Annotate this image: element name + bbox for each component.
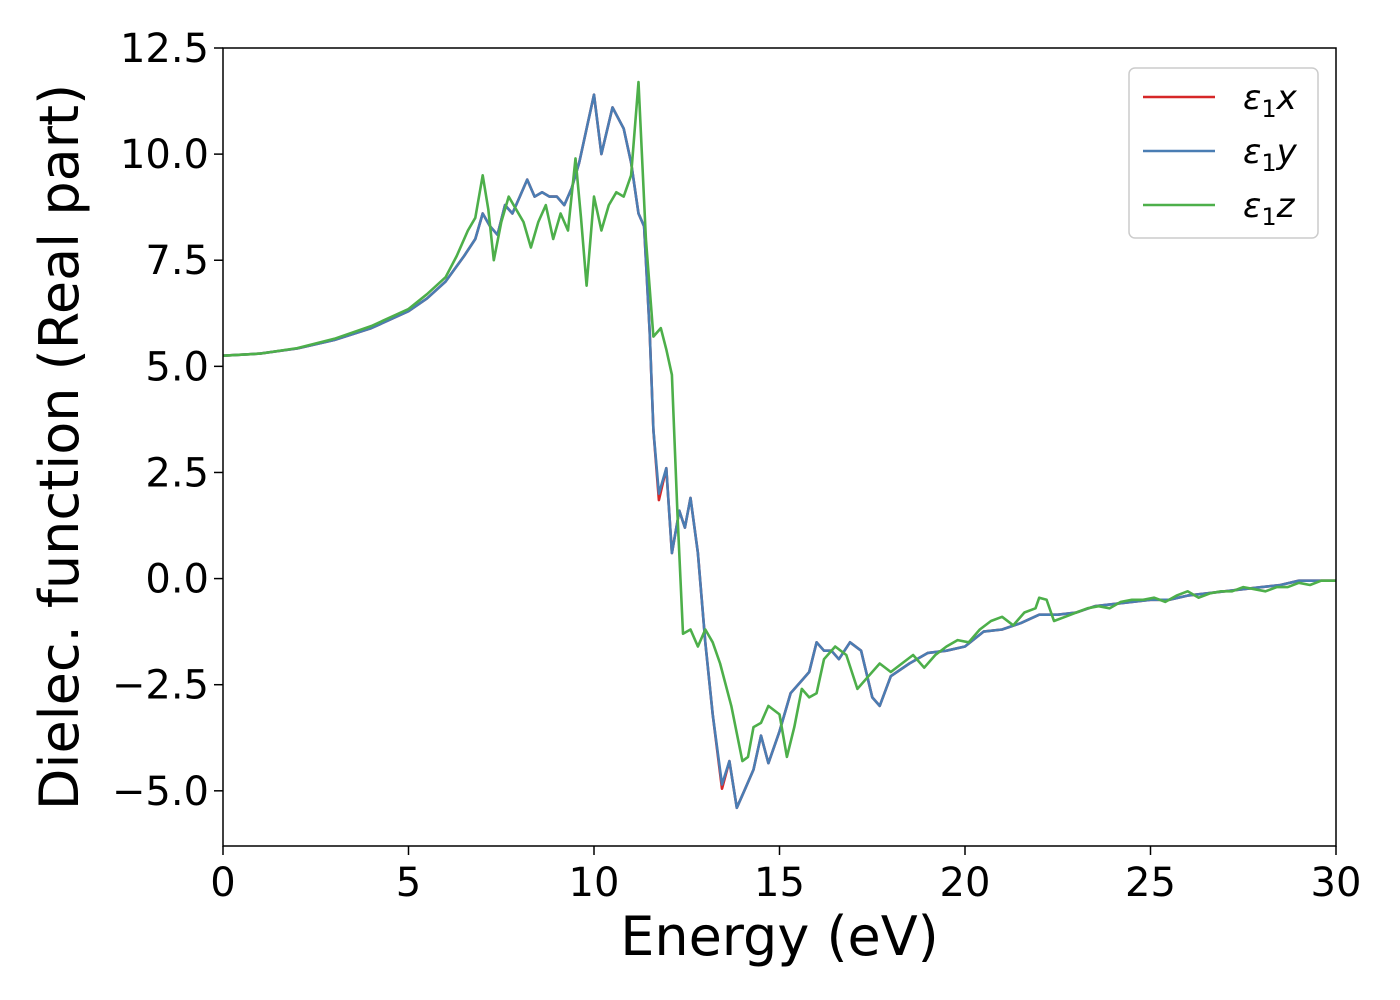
- x-tick-label: 25: [1125, 860, 1176, 906]
- y-tick-label: 2.5: [145, 450, 209, 496]
- y-tick-label: 12.5: [120, 26, 209, 72]
- x-tick-label: 30: [1311, 860, 1362, 906]
- y-tick-label: 0.0: [145, 557, 209, 603]
- y-tick-label: −5.0: [112, 769, 209, 815]
- legend-label-z: ε1z: [1243, 186, 1296, 231]
- y-tick-label: −2.5: [112, 663, 209, 709]
- y-tick-label: 5.0: [145, 344, 209, 390]
- x-tick-label: 20: [940, 860, 991, 906]
- x-tick-label: 10: [569, 860, 620, 906]
- y-axis-title: Dielec. function (Real part): [28, 84, 91, 810]
- x-tick-label: 5: [396, 860, 421, 906]
- x-tick-label: 15: [754, 860, 805, 906]
- x-axis-title: Energy (eV): [620, 905, 939, 968]
- ticks-layer: 0 5 10 15 20 25 30 −5.0 −2.5 0.0 2.5 5.0 7.5 10.0 12.5: [112, 26, 1362, 906]
- y-tick-label: 10.0: [120, 132, 209, 178]
- x-tick-label: 0: [210, 860, 235, 906]
- series-line-z: [222, 80, 1336, 763]
- legend-label-y: ε1y: [1243, 132, 1298, 177]
- legend-label-x: ε1x: [1243, 78, 1298, 123]
- legend: ε1x ε1y ε1z: [1128, 67, 1319, 239]
- y-tick-label: 7.5: [145, 238, 209, 284]
- series-layer: [222, 80, 1336, 810]
- legend-box: [1128, 67, 1319, 239]
